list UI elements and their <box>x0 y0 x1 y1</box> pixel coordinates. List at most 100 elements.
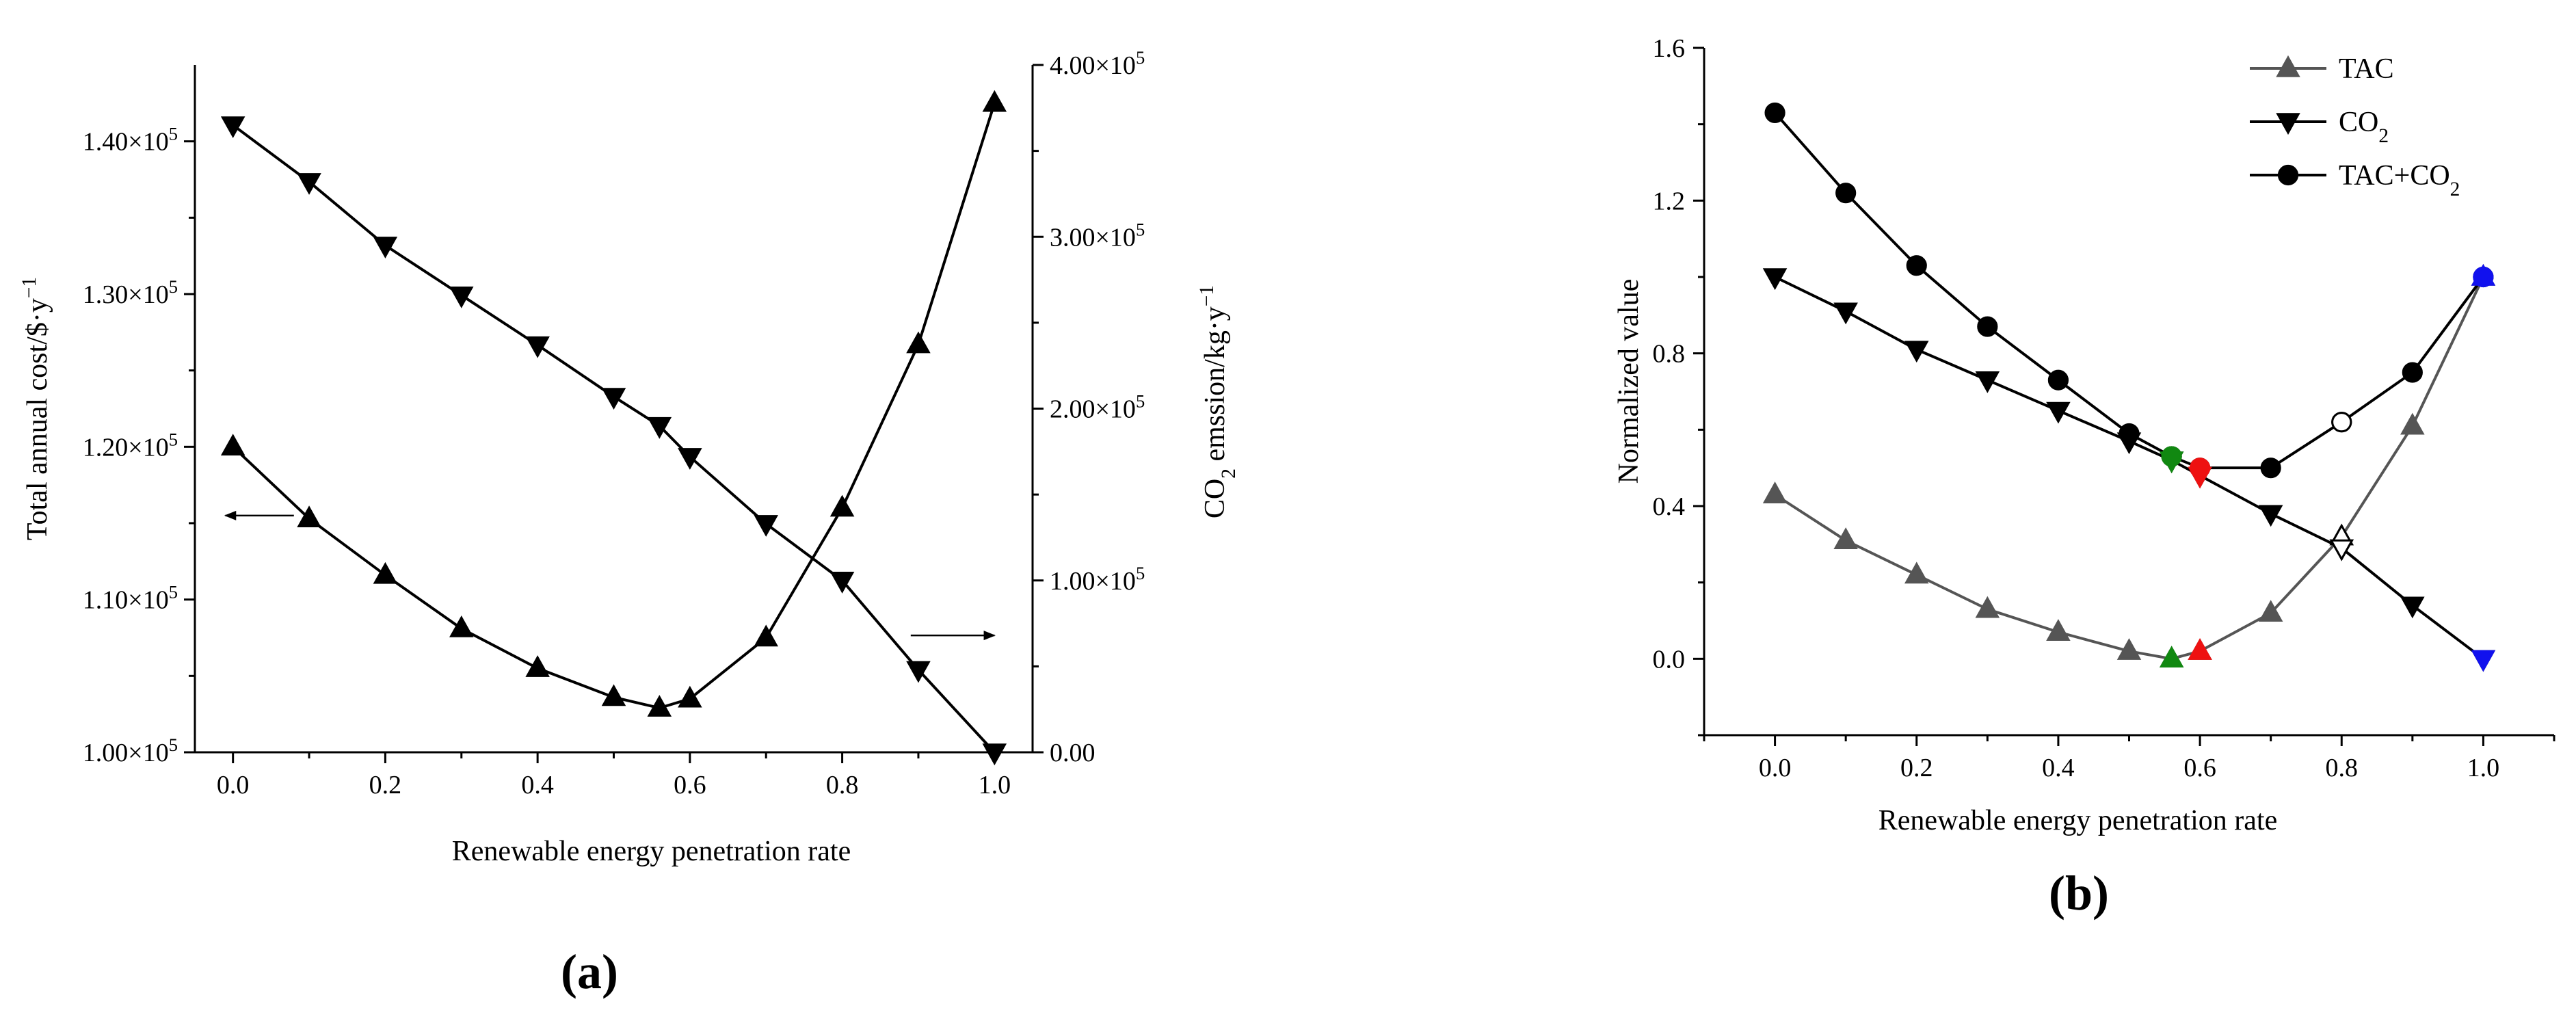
highlighted-point <box>2159 646 2184 668</box>
legend-label-part: TAC+CO <box>2339 160 2450 191</box>
series-line-left <box>232 103 996 710</box>
data-point-left <box>601 684 626 706</box>
left-y-tick-label-part: 1.00×10 <box>83 739 169 767</box>
data-point-series-1 <box>1762 268 1788 291</box>
legend-marker <box>2276 113 2300 135</box>
x-axis-title: Renewable energy penetration rate <box>452 836 851 867</box>
x-tick-label: 0.6 <box>2183 754 2216 782</box>
x-tick-label: 1.0 <box>2467 754 2500 782</box>
left-y-tick-label-part: 5 <box>169 429 178 449</box>
left-y-tick-label-part: 1.30×10 <box>83 280 169 309</box>
data-point-series-2 <box>1764 102 1785 124</box>
data-point-series-2 <box>2119 423 2140 445</box>
data-point-left <box>829 494 855 517</box>
left-y-axis-title-part: Total annual cost/$·y <box>22 298 53 540</box>
left-y-tick-label-part: 1.40×10 <box>83 128 169 157</box>
data-point-series-0 <box>2258 600 2283 622</box>
right-y-tick-label-part: 1.00×10 <box>1050 567 1136 596</box>
data-point-series-2 <box>2260 458 2281 479</box>
left-y-tick-label: 1.10×105 <box>83 582 178 615</box>
y-tick-label: 1.2 <box>1653 187 1686 215</box>
left-y-tick-label-part: 1.20×10 <box>83 433 169 462</box>
legend-label-part: TAC <box>2339 53 2394 85</box>
left-y-tick-label-part: 5 <box>169 582 178 603</box>
data-point-right <box>220 116 245 139</box>
series-line-1 <box>1774 276 2484 660</box>
data-point-series-0 <box>1904 561 1929 584</box>
data-point-left <box>906 331 931 354</box>
legend-marker <box>2277 164 2299 186</box>
highlighted-point <box>2471 650 2496 672</box>
data-point-left <box>297 505 321 527</box>
data-point-series-0 <box>1833 527 1858 549</box>
data-point-right <box>829 572 855 594</box>
data-point-series-2 <box>1977 316 1998 337</box>
left-y-tick-label: 1.20×105 <box>83 429 178 462</box>
y-tick-label: 0.8 <box>1653 340 1686 369</box>
data-point-left <box>982 90 1007 112</box>
left-y-tick-label: 1.00×105 <box>83 735 178 767</box>
data-point-series-1 <box>1975 371 2000 393</box>
data-point-series-1 <box>1904 341 1929 363</box>
series-line-right <box>232 124 996 754</box>
left-y-tick-label-part: 5 <box>169 735 178 755</box>
data-point-left <box>525 655 550 677</box>
x-axis-title: Renewable energy penetration rate <box>1878 805 2277 836</box>
data-point-right <box>373 237 398 259</box>
panel-label-a: (a) <box>561 944 618 999</box>
left-y-axis-title-part: −1 <box>18 277 40 298</box>
data-point-left <box>220 434 245 456</box>
left-y-tick-label-part: 1.10×10 <box>83 586 169 615</box>
highlighted-point <box>2161 446 2182 467</box>
legend-label-part: 2 <box>2378 125 2389 147</box>
data-point-series-0 <box>1975 596 2000 618</box>
data-point-series-0 <box>2116 638 2142 660</box>
highlighted-point <box>2188 638 2212 660</box>
right-y-tick-label-part: 0.00 <box>1050 739 1096 767</box>
right-y-tick-label-part: 5 <box>1136 563 1145 583</box>
data-point-series-2 <box>1906 255 1927 276</box>
y-axis-title: Normalized value <box>1613 279 1645 484</box>
right-y-tick-label-part: 2.00×10 <box>1050 395 1136 424</box>
panel-a-chart: 0.0 0.2 0.4 0.6 0.8 1.01.00×1051.10×1051.20×1… <box>18 47 1240 999</box>
legend-label-part: 2 <box>2450 178 2460 200</box>
right-y-tick-label: 1.00×105 <box>1050 563 1145 596</box>
x-tick-label: 0.4 <box>2042 754 2075 782</box>
right-y-axis-title: CO2 emssion/kg·y−1 <box>1196 285 1240 518</box>
data-point-right <box>906 661 931 683</box>
left-y-tick-label: 1.30×105 <box>83 276 178 309</box>
x-tick-label: 0.8 <box>826 771 859 799</box>
right-y-tick-label: 0.00 <box>1050 739 1096 767</box>
right-y-axis-title-part: 2 <box>1218 468 1240 479</box>
x-tick-label: 0.0 <box>217 771 250 799</box>
left-y-tick-label-part: 5 <box>169 124 178 144</box>
right-y-tick-label-part: 4.00×10 <box>1050 51 1136 80</box>
highlighted-point <box>2331 412 2352 433</box>
right-y-tick-label: 4.00×105 <box>1050 47 1145 80</box>
y-axis-title-group: Normalized value <box>1613 279 1645 484</box>
data-point-series-2 <box>2402 362 2423 383</box>
y-tick-label: 0.0 <box>1653 645 1686 674</box>
data-point-left <box>754 624 778 647</box>
x-tick-label: 0.0 <box>1759 754 1792 782</box>
data-point-series-1 <box>2400 596 2425 619</box>
data-point-left <box>647 695 672 717</box>
right-y-tick-label-part: 5 <box>1136 47 1145 68</box>
data-point-series-2 <box>2047 369 2069 391</box>
data-point-left <box>373 561 398 584</box>
data-point-right <box>647 416 672 439</box>
legend-label: TAC <box>2339 53 2394 85</box>
legend-label: CO2 <box>2339 107 2389 147</box>
left-y-axis-title: Total annual cost/$·y−1 <box>18 277 53 540</box>
data-point-right <box>525 336 550 358</box>
legend-marker <box>2276 55 2300 77</box>
data-point-series-1 <box>2258 505 2283 527</box>
left-y-axis-title-group: Total annual cost/$·y−1 <box>18 277 53 540</box>
data-point-left <box>449 616 474 637</box>
right-y-axis-title-part: CO <box>1199 479 1231 518</box>
highlighted-point <box>2473 266 2494 288</box>
y-tick-label: 0.4 <box>1653 492 1686 521</box>
series-line-2 <box>1774 111 2485 470</box>
left-y-tick-label: 1.40×105 <box>83 124 178 157</box>
